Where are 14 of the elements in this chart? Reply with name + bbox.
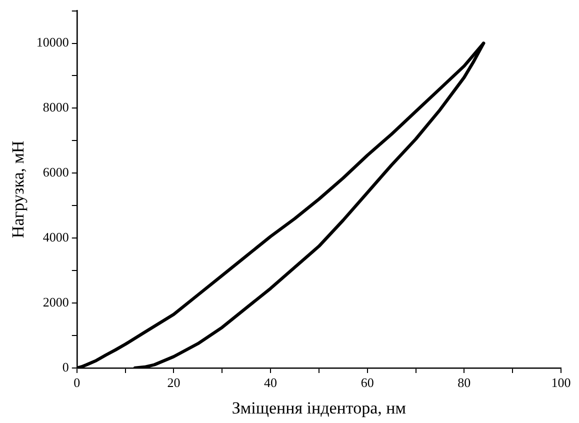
x-tick-label: 40 (264, 375, 278, 390)
y-tick-label: 2000 (42, 294, 69, 310)
y-tick-label: 4000 (42, 230, 69, 245)
x-tick-label: 20 (167, 375, 180, 390)
y-tick-label: 10000 (36, 34, 69, 50)
x-tick-label: 0 (74, 375, 80, 390)
x-tick-label: 60 (360, 375, 374, 390)
x-axis-title: Зміщення індентора, нм (232, 398, 406, 418)
x-tick-label: 80 (458, 375, 471, 390)
y-tick-label: 6000 (42, 164, 69, 180)
y-tick-label: 8000 (42, 100, 69, 115)
x-tick-label: 100 (551, 375, 571, 390)
y-axis-title: Нагрузка, мН (8, 140, 28, 238)
y-tick-label: 0 (62, 359, 69, 374)
